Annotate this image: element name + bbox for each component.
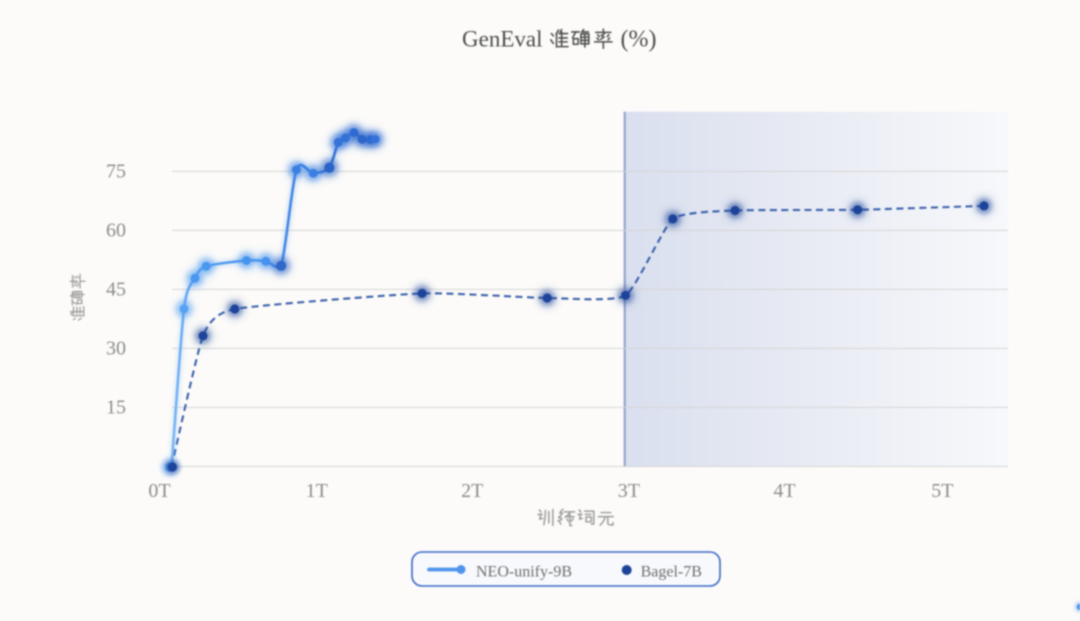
svg-text:(%): (%) bbox=[621, 27, 657, 53]
svg-text:2T: 2T bbox=[461, 480, 483, 502]
svg-text:30: 30 bbox=[106, 338, 126, 360]
svg-text:45: 45 bbox=[106, 279, 126, 301]
svg-text:Bagel-7B: Bagel-7B bbox=[641, 564, 702, 581]
svg-text:60: 60 bbox=[106, 220, 126, 242]
svg-text:NEO-unify-9B: NEO-unify-9B bbox=[476, 564, 572, 581]
svg-text:15: 15 bbox=[106, 397, 126, 419]
svg-text:3T: 3T bbox=[618, 480, 640, 502]
svg-text:GenEval: GenEval bbox=[462, 27, 542, 52]
svg-text:5T: 5T bbox=[931, 480, 953, 502]
svg-text:1T: 1T bbox=[306, 480, 328, 502]
svg-text:4T: 4T bbox=[773, 480, 795, 502]
svg-text:75: 75 bbox=[106, 161, 126, 183]
svg-text:0T: 0T bbox=[148, 480, 170, 502]
